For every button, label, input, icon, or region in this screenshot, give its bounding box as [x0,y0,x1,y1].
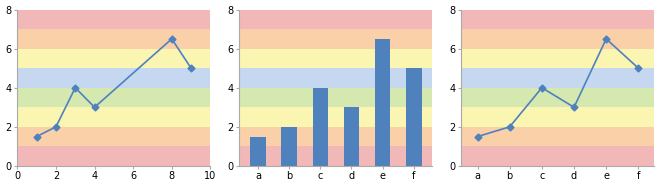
Bar [240,127,432,146]
Bar [240,29,432,49]
Bar [17,10,211,29]
Bar [240,88,432,107]
Bar [375,39,390,166]
Bar [461,88,655,107]
Bar [17,68,211,88]
Bar [240,49,432,68]
Bar [17,49,211,68]
Bar [17,107,211,127]
Bar [461,127,655,146]
Bar [461,29,655,49]
Bar [240,146,432,166]
Bar [461,68,655,88]
Bar [240,10,432,29]
Bar [313,88,328,166]
Bar [17,29,211,49]
Bar [250,137,266,166]
Bar [17,127,211,146]
Bar [406,68,422,166]
Bar [461,146,655,166]
Bar [17,146,211,166]
Bar [461,10,655,29]
Bar [240,107,432,127]
Bar [461,49,655,68]
Bar [240,68,432,88]
Bar [461,107,655,127]
Bar [281,127,297,166]
Bar [344,107,359,166]
Bar [17,88,211,107]
